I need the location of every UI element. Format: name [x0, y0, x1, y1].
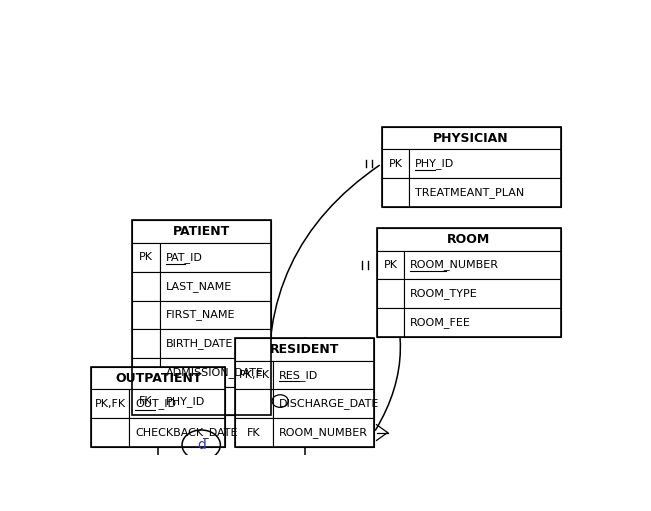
Bar	[130, 389, 225, 418]
Bar	[381, 127, 561, 207]
Bar	[376, 308, 404, 337]
Bar	[273, 418, 374, 447]
Bar	[235, 389, 273, 418]
Bar	[235, 338, 374, 447]
Text: PK,FK: PK,FK	[95, 399, 126, 409]
Bar	[273, 361, 374, 389]
Bar	[132, 300, 159, 329]
Text: ROOM_FEE: ROOM_FEE	[410, 317, 471, 328]
Bar	[132, 329, 159, 358]
Text: ROOM_NUMBER: ROOM_NUMBER	[279, 427, 368, 438]
Text: PK: PK	[389, 159, 402, 169]
Text: DISCHARGE_DATE: DISCHARGE_DATE	[279, 399, 380, 409]
Bar	[132, 387, 159, 415]
Bar	[376, 250, 404, 280]
Bar	[235, 361, 273, 389]
Bar	[273, 389, 374, 418]
Text: PHYSICIAN: PHYSICIAN	[434, 131, 509, 145]
Bar	[132, 243, 159, 272]
Text: ROOM_NUMBER: ROOM_NUMBER	[410, 260, 499, 270]
Bar	[409, 178, 561, 207]
Text: FIRST_NAME: FIRST_NAME	[165, 310, 235, 320]
Bar	[159, 387, 271, 415]
Bar	[381, 149, 409, 178]
Bar	[159, 272, 271, 300]
Bar	[132, 220, 271, 415]
Bar	[91, 418, 130, 447]
Text: PHY_ID: PHY_ID	[415, 158, 454, 169]
Text: ROOM: ROOM	[447, 233, 490, 246]
Text: PAT_ID: PAT_ID	[165, 252, 202, 263]
Bar	[159, 329, 271, 358]
Bar	[376, 228, 561, 250]
Bar	[91, 389, 130, 418]
Bar	[159, 358, 271, 387]
Text: d: d	[197, 438, 206, 452]
Text: FK: FK	[139, 396, 152, 406]
Bar	[381, 127, 561, 149]
Text: PK: PK	[139, 252, 153, 263]
Text: CHECKBACK_DATE: CHECKBACK_DATE	[135, 427, 238, 438]
Bar	[91, 367, 225, 447]
Text: PHY_ID: PHY_ID	[165, 396, 205, 407]
Bar	[404, 308, 561, 337]
Bar	[376, 280, 404, 308]
Text: ADMISSION_DATE: ADMISSION_DATE	[165, 367, 264, 378]
Bar	[235, 418, 273, 447]
Text: FK: FK	[247, 428, 261, 437]
Bar	[159, 243, 271, 272]
Bar	[91, 367, 225, 389]
Bar	[376, 228, 561, 337]
Text: OUT_ID: OUT_ID	[135, 399, 176, 409]
Bar	[381, 178, 409, 207]
Text: PK: PK	[383, 260, 397, 270]
Bar	[409, 149, 561, 178]
FancyArrowPatch shape	[376, 267, 400, 430]
Text: OUTPATIENT: OUTPATIENT	[115, 371, 202, 385]
Bar	[159, 300, 271, 329]
Text: RES_ID: RES_ID	[279, 369, 318, 381]
Text: PK,FK: PK,FK	[239, 370, 270, 380]
Bar	[132, 358, 159, 387]
Text: RESIDENT: RESIDENT	[270, 343, 339, 356]
Text: TREATMEANT_PLAN: TREATMEANT_PLAN	[415, 187, 525, 198]
Text: PATIENT: PATIENT	[173, 225, 230, 238]
Bar	[404, 250, 561, 280]
Bar	[132, 220, 271, 243]
Text: BIRTH_DATE: BIRTH_DATE	[165, 338, 233, 349]
Bar	[404, 280, 561, 308]
Bar	[132, 272, 159, 300]
FancyArrowPatch shape	[269, 166, 380, 398]
Bar	[235, 338, 374, 361]
Text: ROOM_TYPE: ROOM_TYPE	[410, 288, 478, 299]
Text: LAST_NAME: LAST_NAME	[165, 281, 232, 292]
Bar	[130, 418, 225, 447]
